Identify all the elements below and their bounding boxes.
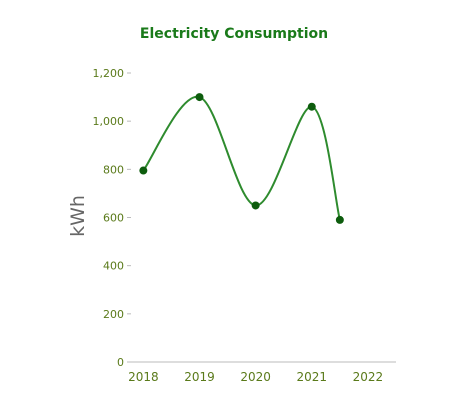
x-tick-label: 2018 — [128, 370, 159, 384]
series-line — [142, 96, 341, 221]
chart-title: Electricity Consumption — [140, 26, 328, 42]
x-tick-label: 2021 — [297, 370, 328, 384]
y-tick-label: 1,200 — [93, 67, 125, 80]
data-point[interactable] — [307, 102, 316, 111]
x-tick-label: 2019 — [184, 370, 215, 384]
x-axis: 2018 2019 2020 2021 2022 — [128, 370, 383, 384]
y-axis: 0 200 400 600 800 1,000 1,200 — [93, 67, 131, 369]
y-axis-label: kWh — [67, 195, 89, 237]
y-tick-label: 800 — [103, 163, 124, 176]
x-tick-label: 2022 — [353, 370, 384, 384]
data-point[interactable] — [195, 93, 204, 102]
x-tick-label: 2020 — [240, 370, 271, 384]
y-tick-label: 400 — [103, 260, 124, 273]
y-tick-label: 1,000 — [93, 115, 125, 128]
data-point[interactable] — [139, 166, 148, 175]
y-tick-label: 200 — [103, 308, 124, 321]
y-tick-label: 600 — [103, 212, 124, 225]
data-point[interactable] — [335, 215, 344, 224]
series-layer — [139, 93, 344, 224]
data-point[interactable] — [251, 201, 260, 210]
y-tick-label: 0 — [117, 356, 124, 369]
